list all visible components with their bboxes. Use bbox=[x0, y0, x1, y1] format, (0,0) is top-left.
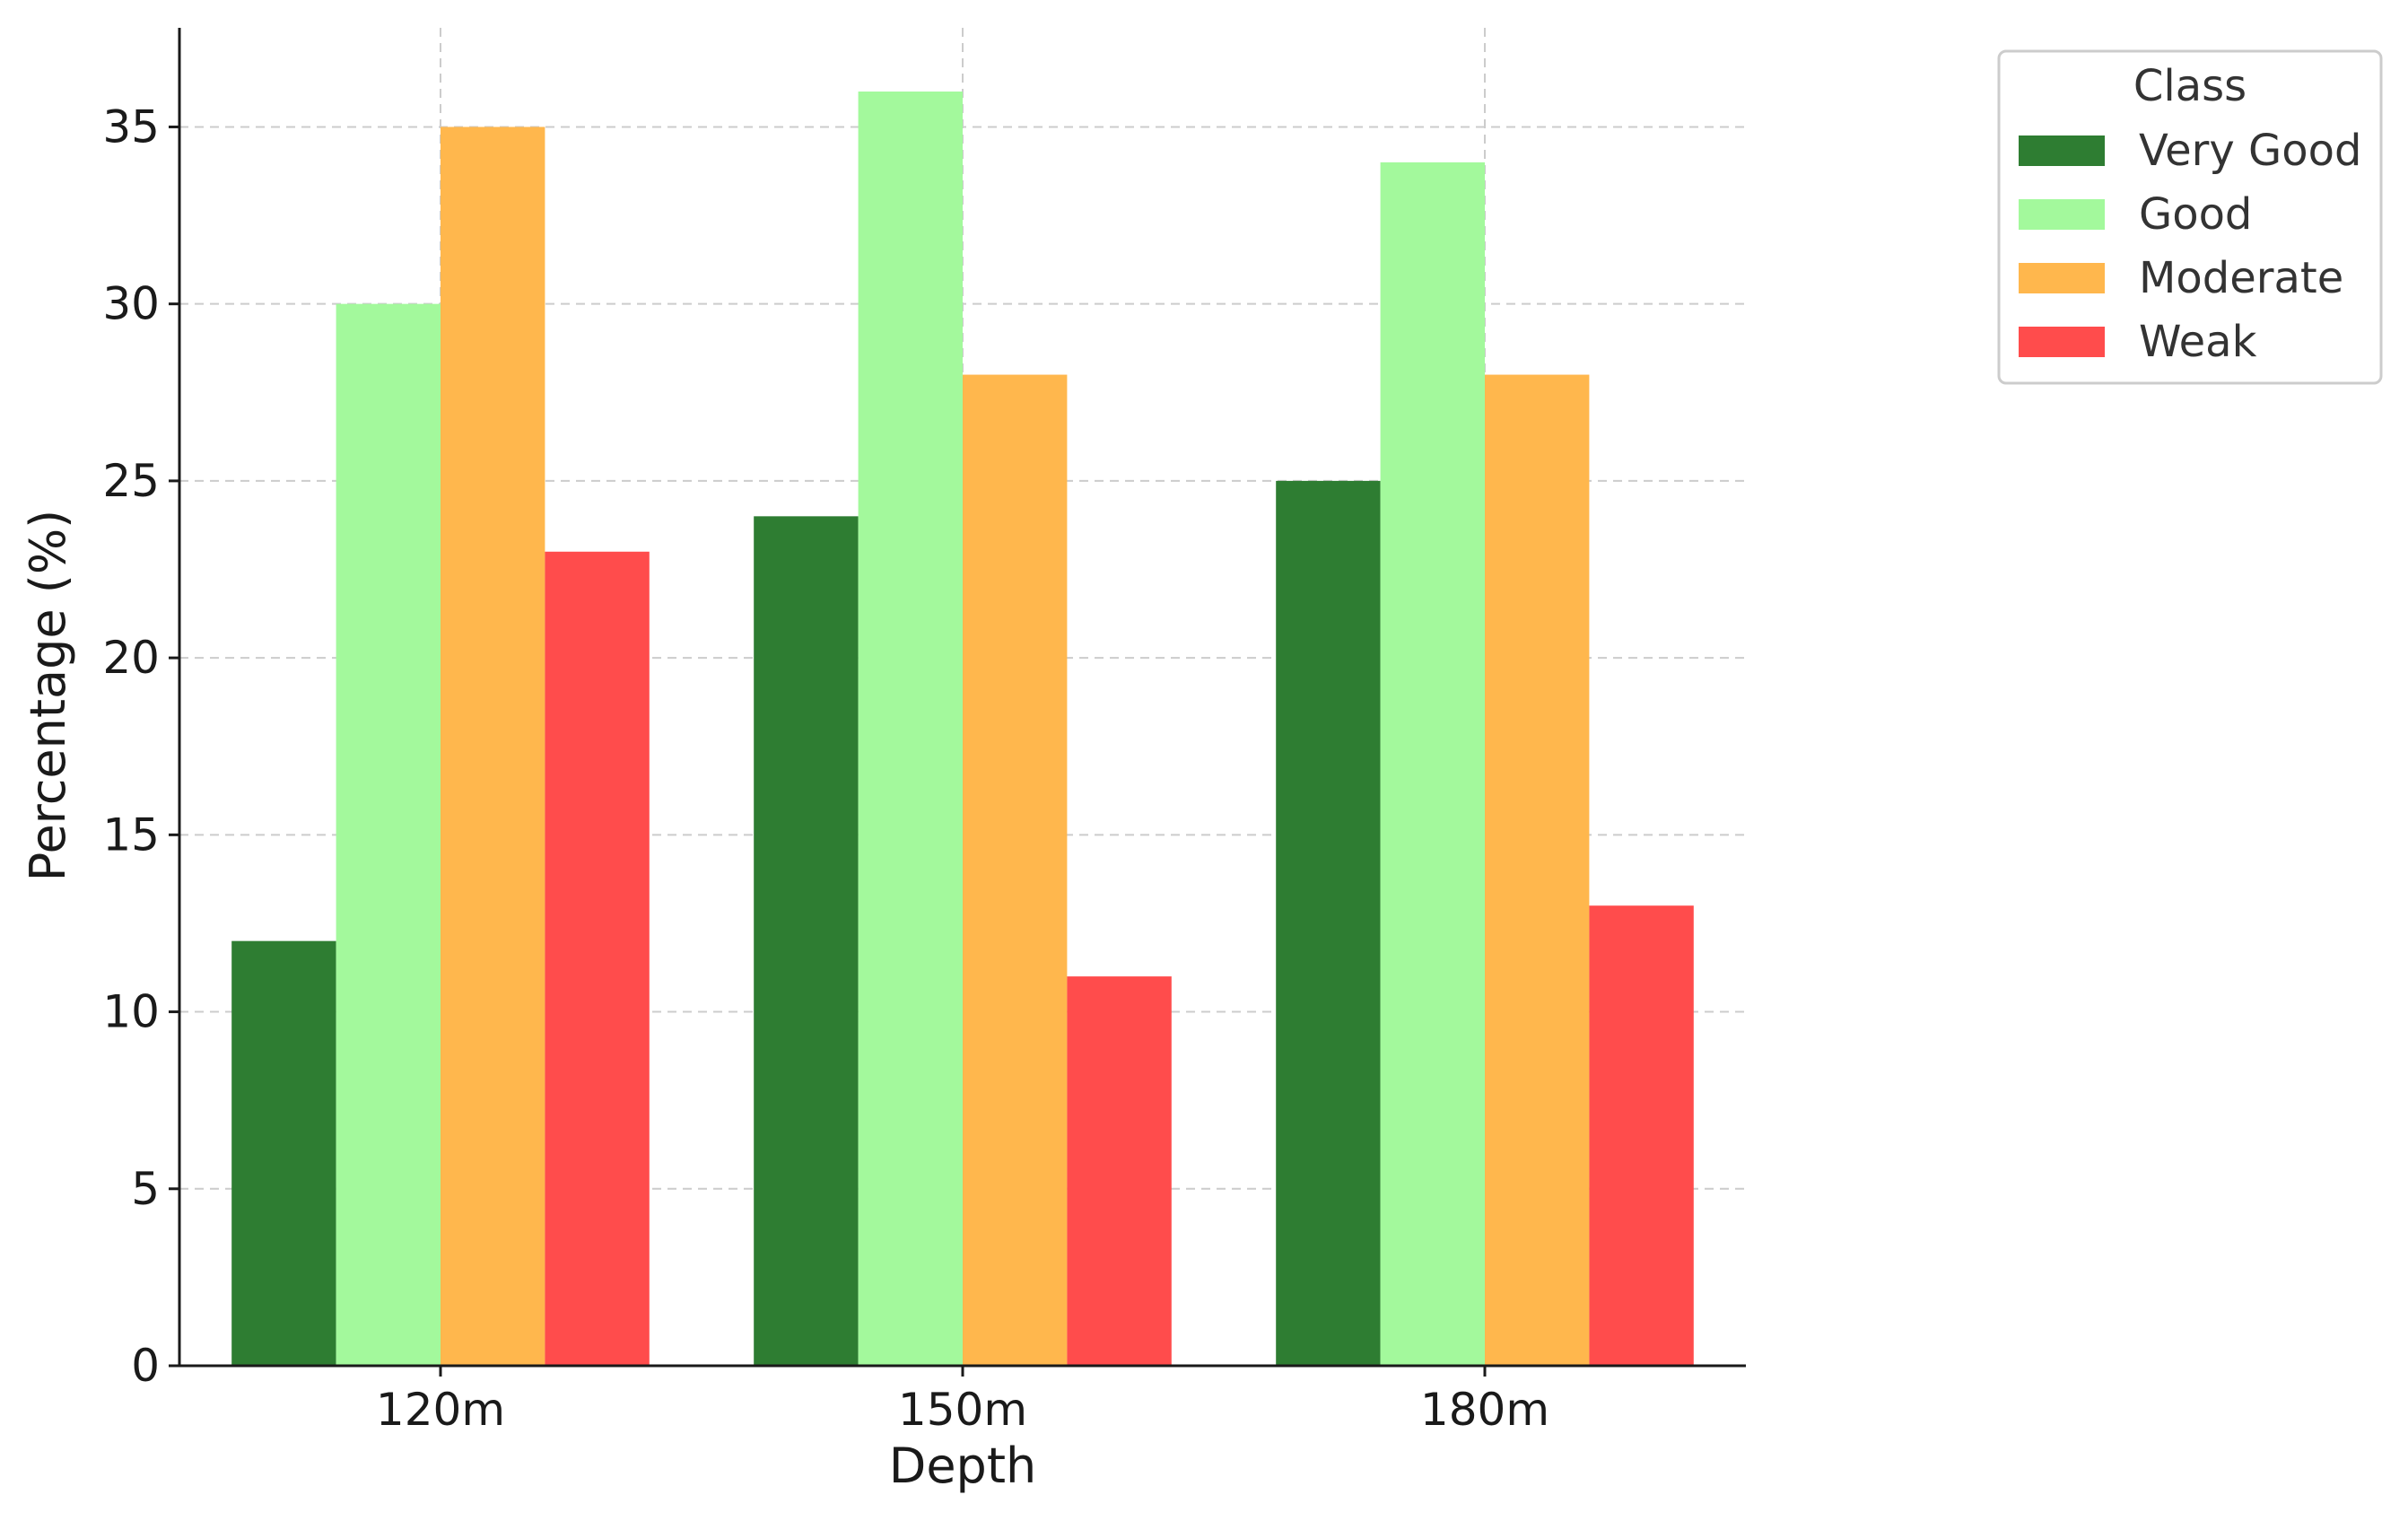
legend-swatch bbox=[2019, 263, 2105, 293]
bar-good-180m bbox=[1380, 162, 1485, 1366]
x-tick-label: 180m bbox=[1420, 1384, 1549, 1436]
bar-weak-120m bbox=[545, 551, 650, 1366]
y-tick-label: 30 bbox=[102, 278, 160, 330]
legend-label: Weak bbox=[2139, 317, 2257, 367]
legend-label: Very Good bbox=[2139, 126, 2361, 176]
x-tick-label: 120m bbox=[376, 1384, 505, 1436]
bar-moderate-150m bbox=[963, 374, 1068, 1366]
bar-very-good-120m bbox=[231, 940, 336, 1366]
tick-labels: 0 5 10 15 20 25 30 35 120m 150m 180m bbox=[102, 101, 1549, 1436]
bar-good-120m bbox=[336, 303, 441, 1367]
x-axis-title: Depth bbox=[889, 1438, 1036, 1494]
y-tick-label: 20 bbox=[102, 632, 160, 684]
bar-moderate-120m bbox=[441, 127, 545, 1366]
bar-weak-150m bbox=[1067, 976, 1172, 1366]
y-tick-label: 35 bbox=[102, 101, 160, 153]
legend-title: Class bbox=[2133, 61, 2247, 111]
bar-moderate-180m bbox=[1485, 374, 1590, 1366]
bar-very-good-150m bbox=[754, 516, 859, 1366]
bars bbox=[231, 92, 1694, 1367]
legend-label: Good bbox=[2139, 189, 2252, 240]
bar-very-good-180m bbox=[1276, 480, 1381, 1366]
y-tick-label: 0 bbox=[131, 1340, 160, 1392]
y-tick-label: 25 bbox=[102, 455, 160, 507]
bar-weak-180m bbox=[1589, 905, 1694, 1366]
y-tick-label: 5 bbox=[131, 1163, 160, 1215]
legend-items: Very Good Good Moderate Weak bbox=[2019, 126, 2361, 367]
legend-swatch bbox=[2019, 135, 2105, 166]
legend-swatch bbox=[2019, 327, 2105, 357]
legend-frame bbox=[1997, 49, 2383, 385]
legend-label: Moderate bbox=[2139, 253, 2343, 303]
axes bbox=[169, 28, 1746, 1377]
legend-swatch bbox=[2019, 199, 2105, 230]
y-axis-title: Percentage (%) bbox=[20, 510, 76, 881]
y-tick-label: 15 bbox=[102, 809, 160, 861]
legend: Class Very Good Good Moderate Weak bbox=[1997, 49, 2383, 385]
x-tick-label: 150m bbox=[898, 1384, 1027, 1436]
y-tick-label: 10 bbox=[102, 986, 160, 1038]
bar-good-150m bbox=[858, 92, 963, 1366]
